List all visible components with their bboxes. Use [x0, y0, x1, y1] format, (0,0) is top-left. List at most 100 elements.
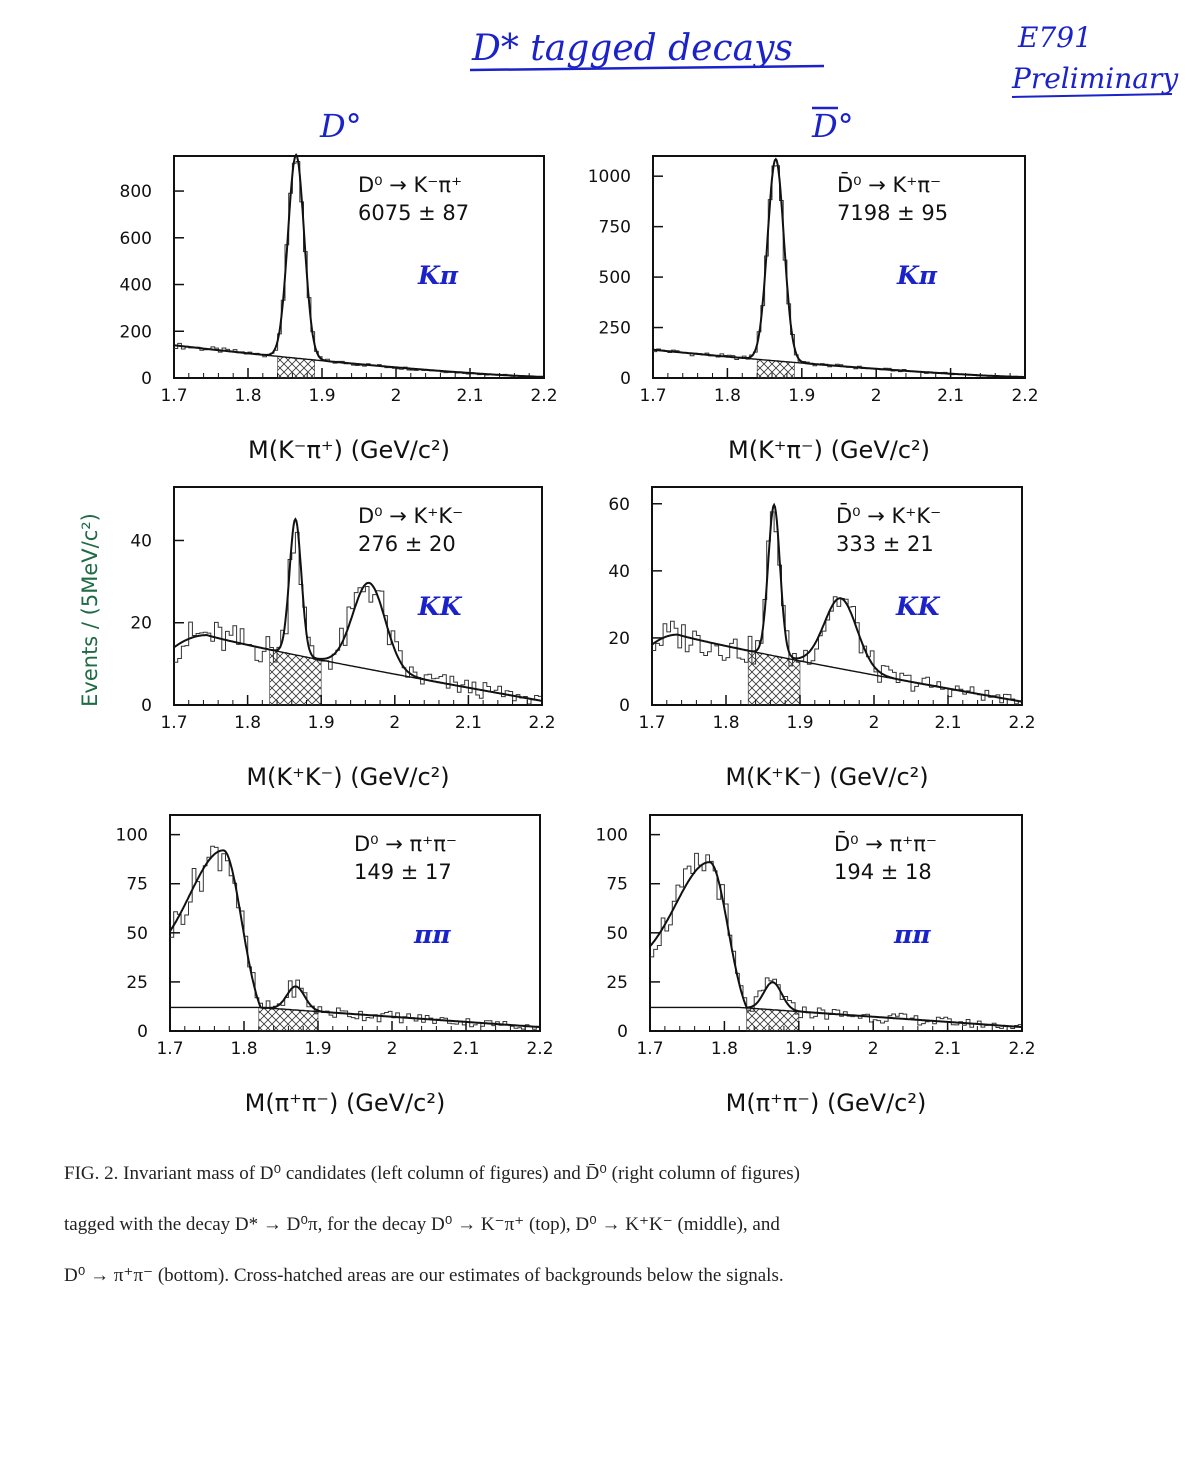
x-axis-title: M(π⁺π⁻) (GeV/c²): [245, 1089, 446, 1117]
x-tick-label: 2.1: [455, 713, 482, 733]
channel-handwritten-label: ππ: [893, 920, 931, 949]
y-tick-label: 200: [120, 322, 152, 342]
x-tick-label: 1.7: [160, 386, 187, 406]
x-axis-title: M(K⁺π⁻) (GeV/c²): [728, 436, 930, 464]
x-axis-title: M(K⁺K⁻) (GeV/c²): [725, 763, 928, 791]
x-tick-label: 1.7: [638, 713, 665, 733]
y-tick-label: 25: [606, 973, 628, 993]
caption-line-2: tagged with the decay D* → D⁰π, for the …: [64, 1214, 780, 1235]
plot-frame: [169, 814, 541, 1032]
total-fit-curve: [649, 861, 1023, 1029]
plot-frame: [649, 814, 1023, 1032]
x-tick-label: 1.9: [788, 386, 815, 406]
y-tick-label: 100: [116, 826, 148, 846]
y-tick-label: 20: [130, 614, 152, 634]
mass-plot-5: 1.7 1.8 1.9 2 2.1 2.2 0 25 50 75 100 D⁰ → π⁺π⁻ 149 ±…: [116, 814, 554, 1117]
x-tick-label: 2.2: [530, 386, 557, 406]
x-tick-label: 1.7: [156, 1039, 183, 1059]
x-tick-label: 1.8: [714, 386, 741, 406]
decay-label: D⁰ → π⁺π⁻: [354, 832, 457, 856]
y-tick-label: 50: [606, 924, 628, 944]
decay-label: D⁰ → K⁺K⁻: [358, 504, 463, 528]
data-histogram: [653, 165, 1025, 378]
signal-yield: 194 ± 18: [834, 860, 932, 884]
mass-plot-6: 1.7 1.8 1.9 2 2.1 2.2 0 25 50 75 100 D̄⁰ → π⁺π⁻ 194 …: [596, 814, 1036, 1117]
x-tick-label: 2.1: [452, 1039, 479, 1059]
x-tick-label: 2.2: [526, 1039, 553, 1059]
plot-frame: [173, 155, 545, 379]
y-tick-label: 25: [126, 973, 148, 993]
x-tick-label: 1.9: [785, 1039, 812, 1059]
y-tick-label: 60: [608, 495, 630, 515]
plot-frame: [652, 155, 1026, 379]
signal-yield: 149 ± 17: [354, 860, 452, 884]
signal-yield: 333 ± 21: [836, 532, 934, 556]
preliminary-underline: [1011, 93, 1173, 98]
x-tick-label: 1.7: [636, 1039, 663, 1059]
figure-caption: FIG. 2. Invariant mass of D⁰ candidates …: [64, 1148, 1044, 1301]
x-tick-label: 1.8: [234, 386, 261, 406]
x-tick-label: 2.2: [1008, 713, 1035, 733]
x-tick-label: 1.7: [160, 713, 187, 733]
mass-plot-4: 1.7 1.8 1.9 2 2.1 2.2 0 20 40 60 D̄⁰ → K⁺K⁻ 333 ± 2…: [608, 486, 1036, 791]
y-tick-label: 75: [606, 875, 628, 895]
y-tick-label: 40: [608, 562, 630, 582]
x-tick-label: 1.8: [712, 713, 739, 733]
y-tick-label: 0: [141, 369, 152, 389]
column-label-d0bar: D°: [811, 107, 854, 145]
x-tick-label: 2.2: [528, 713, 555, 733]
x-tick-label: 2.1: [456, 386, 483, 406]
total-fit-curve: [173, 517, 543, 702]
y-axis-label: Events / (5MeV/c²): [78, 513, 102, 707]
x-tick-label: 2: [868, 1039, 879, 1059]
y-tick-label: 40: [130, 531, 152, 551]
y-tick-label: 0: [620, 369, 631, 389]
y-tick-label: 250: [599, 319, 631, 339]
handwritten-e791: E791: [1017, 21, 1092, 54]
decay-label: D̄⁰ → K⁺π⁻: [837, 172, 941, 197]
data-histogram: [174, 531, 542, 705]
x-tick-label: 1.7: [639, 386, 666, 406]
x-axis-title: M(K⁺K⁻) (GeV/c²): [246, 763, 449, 791]
channel-handwritten-label: KK: [895, 592, 941, 621]
x-tick-label: 1.8: [711, 1039, 738, 1059]
x-tick-label: 1.8: [234, 713, 261, 733]
y-tick-label: 600: [120, 229, 152, 249]
channel-handwritten-label: Kπ: [417, 261, 459, 290]
x-tick-label: 1.9: [308, 386, 335, 406]
mass-plot-2: 1.7 1.8 1.9 2 2.1 2.2 0 250 500 750 1000 D̄⁰ → K⁺π⁻…: [588, 155, 1039, 464]
handwritten-title: D* tagged decays: [471, 28, 793, 69]
total-fit-curve: [169, 849, 541, 1029]
x-tick-label: 2: [869, 713, 880, 733]
y-tick-label: 800: [120, 182, 152, 202]
x-tick-label: 1.8: [230, 1039, 257, 1059]
signal-yield: 276 ± 20: [358, 532, 456, 556]
x-tick-label: 2.2: [1008, 1039, 1035, 1059]
caption-line-3: D⁰ → π⁺π⁻ (bottom). Cross-hatched areas …: [64, 1265, 784, 1286]
x-tick-label: 1.9: [308, 713, 335, 733]
title-underline: [469, 64, 825, 72]
handwritten-preliminary: Preliminary: [1011, 62, 1179, 95]
plot-frame: [651, 486, 1023, 706]
x-axis-title: M(π⁺π⁻) (GeV/c²): [726, 1089, 927, 1117]
total-fit-curve: [173, 153, 544, 378]
decay-label: D̄⁰ → K⁺K⁻: [836, 503, 941, 528]
x-tick-label: 2.1: [934, 713, 961, 733]
data-histogram: [650, 852, 1022, 1029]
total-fit-curve: [652, 157, 1025, 378]
x-tick-label: 2: [391, 386, 402, 406]
signal-yield: 6075 ± 87: [358, 201, 469, 225]
y-tick-label: 50: [126, 924, 148, 944]
channel-handwritten-label: KK: [417, 592, 463, 621]
x-tick-label: 2.2: [1011, 386, 1038, 406]
channel-handwritten-label: ππ: [413, 920, 451, 949]
y-tick-label: 0: [619, 696, 630, 716]
total-fit-curve: [651, 502, 1023, 703]
plot-frame: [173, 486, 543, 706]
x-tick-label: 2.1: [937, 386, 964, 406]
mass-plot-3: 1.7 1.8 1.9 2 2.1 2.2 0 20 40 D⁰ → K⁺K⁻ 276 ± 20 KK…: [130, 486, 556, 791]
y-tick-label: 0: [141, 696, 152, 716]
decay-label: D̄⁰ → π⁺π⁻: [834, 831, 937, 856]
x-axis-title: M(K⁻π⁺) (GeV/c²): [248, 436, 450, 464]
